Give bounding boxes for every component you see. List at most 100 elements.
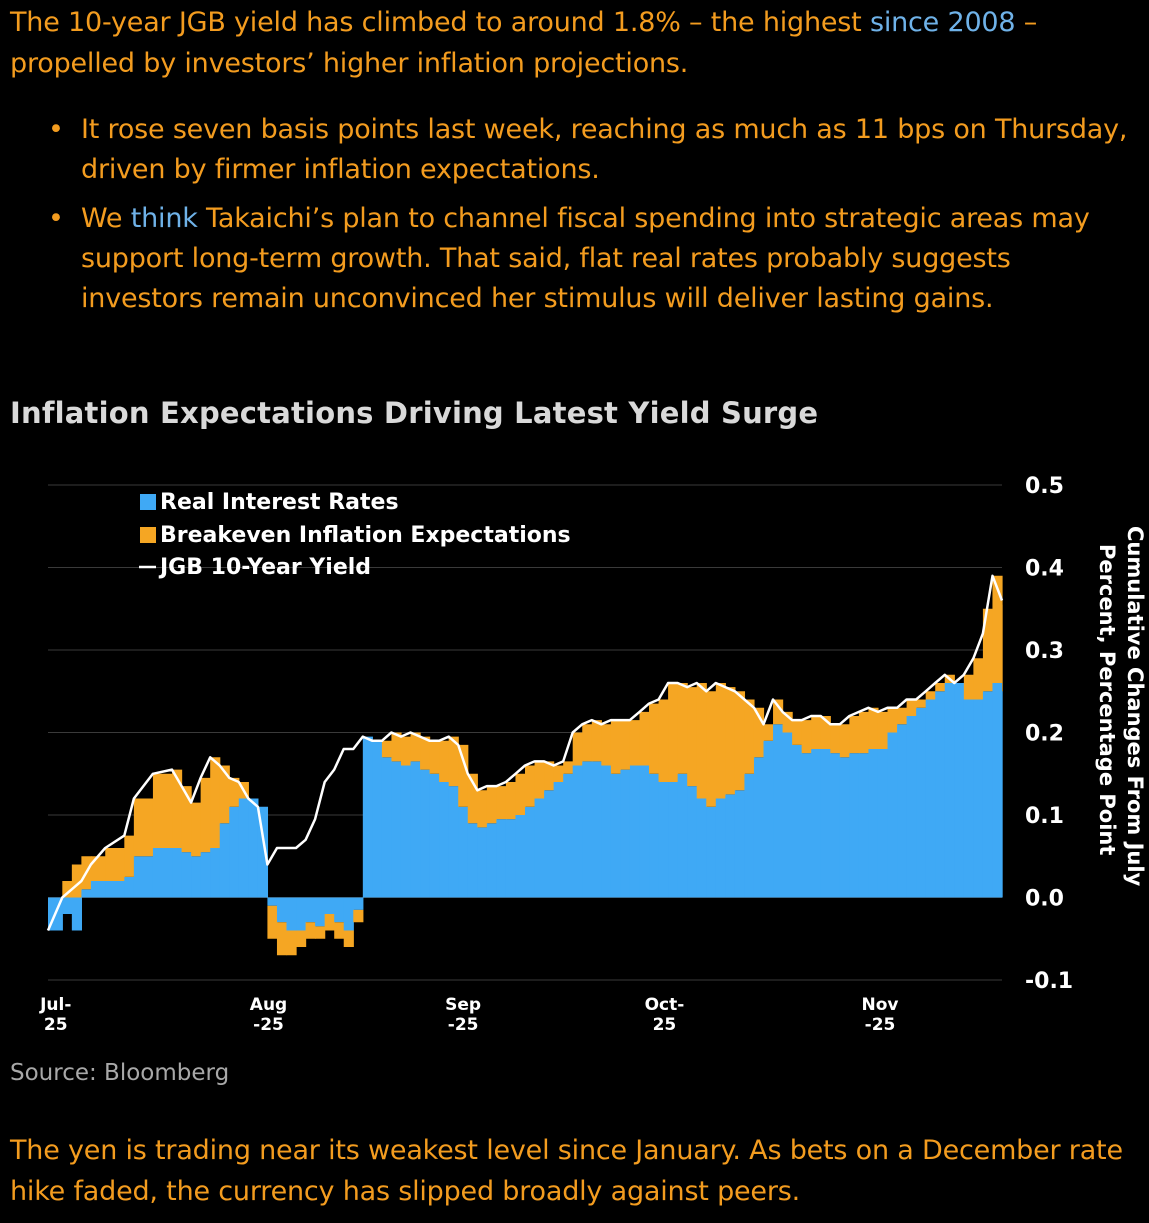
real-rate-bar xyxy=(744,773,755,898)
real-rate-bar xyxy=(534,798,545,898)
x-tick-label: -25 xyxy=(253,1015,284,1035)
breakeven-bar xyxy=(982,608,994,692)
breakeven-bar xyxy=(887,707,898,733)
real-rate-bar xyxy=(668,782,679,898)
real-rate-bar xyxy=(200,852,211,898)
real-rate-bar xyxy=(877,749,889,898)
breakeven-bar xyxy=(124,835,135,877)
legend-swatch-real-rates xyxy=(140,494,156,510)
real-rate-bar xyxy=(172,848,183,898)
real-rate-bar xyxy=(248,798,259,898)
real-rate-bar xyxy=(467,823,478,898)
real-rate-bar xyxy=(71,897,82,931)
real-rate-bar xyxy=(238,798,249,898)
intro-link-since-2008[interactable]: since 2008 xyxy=(869,7,1016,38)
breakeven-bar xyxy=(782,711,793,733)
real-rate-bar xyxy=(954,683,965,898)
breakeven-bar xyxy=(296,930,307,947)
y-tick-label: 0.5 xyxy=(1025,474,1064,499)
breakeven-bar xyxy=(906,699,917,716)
breakeven-bar xyxy=(133,798,154,857)
breakeven-bar xyxy=(610,720,621,774)
breakeven-bar xyxy=(572,732,583,766)
breakeven-bar xyxy=(105,848,125,881)
breakeven-bar xyxy=(668,683,679,782)
real-rate-bar xyxy=(572,765,583,898)
breakeven-bar xyxy=(868,707,879,749)
x-tick-label: Sep xyxy=(445,995,481,1015)
breakeven-bar xyxy=(429,740,440,774)
y-tick-label: 0.2 xyxy=(1025,722,1064,747)
breakeven-bar xyxy=(877,711,889,749)
breakeven-bar xyxy=(858,711,870,754)
real-rate-bar xyxy=(782,732,793,898)
breakeven-bar xyxy=(725,687,736,795)
breakeven-bar xyxy=(830,724,841,754)
real-rate-bar xyxy=(763,740,774,898)
breakeven-bar xyxy=(152,773,173,848)
y-tick-label: 0.3 xyxy=(1025,639,1064,664)
real-rate-bar xyxy=(257,806,269,898)
breakeven-bar xyxy=(286,930,297,956)
breakeven-bar xyxy=(639,711,650,766)
yield-line xyxy=(46,574,1004,931)
breakeven-bar xyxy=(916,699,927,708)
breakeven-bar xyxy=(71,864,82,898)
real-rate-bar xyxy=(324,897,335,914)
real-rate-bar xyxy=(982,691,994,898)
breakeven-bar xyxy=(400,736,412,766)
real-rate-bar xyxy=(544,790,555,898)
breakeven-bar xyxy=(305,922,316,939)
breakeven-bar xyxy=(505,782,517,820)
real-rate-bar xyxy=(81,889,92,898)
breakeven-bar xyxy=(420,736,431,770)
source-note: Source: Bloomberg xyxy=(10,1060,230,1086)
real-rate-bar xyxy=(181,852,192,898)
real-rate-bar xyxy=(400,765,412,898)
breakeven-bar xyxy=(381,740,393,758)
breakeven-bar xyxy=(229,777,240,807)
breakeven-bar xyxy=(467,773,478,824)
breakeven-bar xyxy=(935,683,946,692)
breakeven-bar xyxy=(801,720,812,754)
real-rate-bar xyxy=(725,794,736,898)
breakeven-bar xyxy=(658,699,669,782)
real-rate-bar xyxy=(448,786,459,898)
real-rate-bar xyxy=(62,897,73,914)
real-rate-bar xyxy=(276,897,288,923)
breakeven-bar xyxy=(353,909,364,923)
real-rate-bar xyxy=(973,699,984,898)
breakeven-bar xyxy=(410,732,421,762)
real-rate-bar xyxy=(429,773,440,898)
x-tick-label: Nov xyxy=(862,995,899,1015)
real-rate-bar xyxy=(133,856,154,898)
breakeven-bar xyxy=(544,761,555,791)
breakeven-bar xyxy=(734,691,746,791)
bullet-text-before: We xyxy=(81,203,131,234)
real-rate-bar xyxy=(811,749,822,898)
y-axis-label: Cumulative Changes From JulyPercent, Per… xyxy=(1095,526,1147,887)
real-rate-bar xyxy=(343,897,354,931)
breakeven-bar xyxy=(219,765,230,824)
real-rate-bar xyxy=(916,707,927,898)
breakeven-bar xyxy=(649,703,660,774)
real-rate-bar xyxy=(858,753,870,898)
x-tick-label: Aug xyxy=(250,995,287,1015)
breakeven-bar xyxy=(696,683,707,799)
real-rate-bar xyxy=(105,881,125,898)
breakeven-bar xyxy=(496,786,507,820)
legend-label-yield: JGB 10-Year Yield xyxy=(158,555,371,580)
real-rate-bar xyxy=(334,897,345,923)
breakeven-bar xyxy=(458,744,469,807)
breakeven-bar xyxy=(324,914,335,931)
real-rate-bar xyxy=(830,753,841,898)
intro-paragraph: The 10-year JGB yield has climbed to aro… xyxy=(10,2,1135,84)
x-tick-label: -25 xyxy=(865,1015,896,1035)
bullet-link-think[interactable]: think xyxy=(130,203,198,234)
breakeven-bar xyxy=(343,930,354,947)
real-rate-bar xyxy=(229,806,240,898)
real-rate-bar xyxy=(296,897,307,931)
breakeven-bar xyxy=(334,922,345,939)
breakeven-bar xyxy=(515,773,526,815)
bullet-dot-icon: • xyxy=(48,203,64,234)
